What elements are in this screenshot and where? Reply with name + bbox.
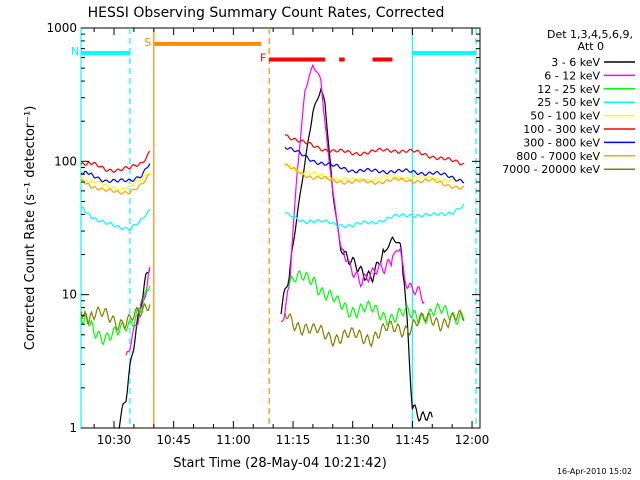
chart-title: HESSI Observing Summary Count Rates, Cor… xyxy=(88,5,445,21)
legend-entry-label: 7000 - 20000 keV xyxy=(502,163,600,176)
series-line xyxy=(80,163,151,184)
series-line xyxy=(125,266,151,356)
legend-entry-label: 3 - 6 keV xyxy=(551,56,600,69)
legend-entry-label: 300 - 800 keV xyxy=(523,136,600,149)
y-axis-label: Corrected Count Rate (s⁻¹ detector⁻¹) xyxy=(23,106,38,351)
x-tick-label: 10:45 xyxy=(156,433,191,447)
series-line xyxy=(80,302,151,331)
x-tick-label: 11:00 xyxy=(216,433,251,447)
series-line xyxy=(80,206,151,231)
marker-label: S xyxy=(144,36,151,49)
marker-label: N xyxy=(71,45,79,58)
legend-entry-label: 100 - 300 keV xyxy=(523,123,600,136)
series-line xyxy=(288,269,465,327)
series-line xyxy=(284,162,465,185)
x-axis: 10:30 10:45 11:00 11:15 11:30 11:45 12:00 xyxy=(93,28,490,447)
marker-label: F xyxy=(260,52,266,65)
series-line xyxy=(284,163,465,190)
series-line xyxy=(284,146,465,184)
x-axis-label: Start Time (28-May-04 10:21:42) xyxy=(173,456,387,471)
legend-header-line-1: Det 1,3,4,5,6,9, xyxy=(547,28,633,41)
series-line xyxy=(80,150,151,174)
footer-date: 16-Apr-2010 15:02 xyxy=(557,467,632,476)
y-tick-label: 1 xyxy=(69,421,77,435)
plot-frame xyxy=(80,27,481,429)
legend-entry-label: 12 - 25 keV xyxy=(537,83,600,96)
series-line xyxy=(80,285,151,346)
series-line xyxy=(80,172,151,192)
legend-entry-label: 800 - 7000 keV xyxy=(516,150,600,163)
y-tick-label: 1000 xyxy=(46,21,77,35)
legend-entry-label: 25 - 50 keV xyxy=(537,96,600,109)
series-line xyxy=(80,173,150,195)
legend-entry-label: 50 - 100 keV xyxy=(530,110,600,123)
y-tick-label: 100 xyxy=(54,154,77,168)
y-tick-label: 10 xyxy=(62,288,77,302)
y-axis: 1 10 100 1000 xyxy=(46,21,480,435)
series-line xyxy=(284,203,465,229)
x-tick-label: 12:00 xyxy=(455,433,490,447)
series-line xyxy=(280,87,433,422)
plot-area: N S F xyxy=(71,27,481,429)
series-line xyxy=(284,134,465,166)
series-line xyxy=(281,63,425,322)
legend-entry-label: 6 - 12 keV xyxy=(544,69,600,82)
series-line xyxy=(284,309,465,348)
series-line xyxy=(118,269,151,429)
x-tick-label: 10:30 xyxy=(97,433,132,447)
x-tick-label: 11:15 xyxy=(276,433,311,447)
legend-header-line-2: Att 0 xyxy=(578,40,604,53)
x-tick-label: 11:45 xyxy=(395,433,430,447)
x-tick-label: 11:30 xyxy=(335,433,370,447)
